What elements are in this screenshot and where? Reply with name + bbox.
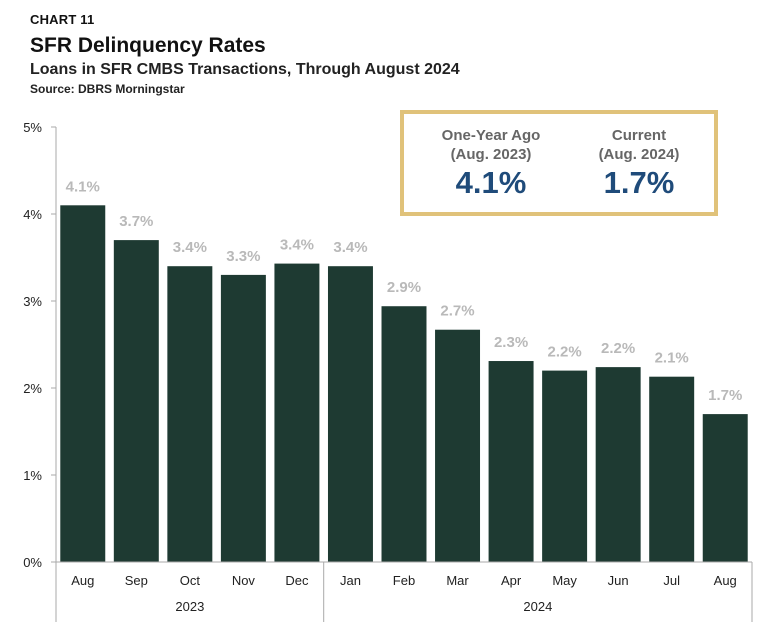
x-tick-label: Oct xyxy=(180,573,201,588)
y-tick-label: 1% xyxy=(23,468,42,483)
chart-source: Source: DBRS Morningstar xyxy=(30,82,185,96)
data-label: 2.1% xyxy=(655,350,689,367)
data-label: 3.7% xyxy=(119,213,153,230)
y-tick-label: 3% xyxy=(23,294,42,309)
year-label: 2023 xyxy=(175,599,204,614)
data-label: 4.1% xyxy=(66,178,100,195)
callout-sublabel: (Aug. 2024) xyxy=(598,146,680,163)
bar xyxy=(702,414,748,562)
bar xyxy=(60,205,106,563)
data-label: 2.2% xyxy=(601,340,635,357)
callout-label: Current xyxy=(611,127,667,144)
data-label: 2.2% xyxy=(548,344,582,361)
x-tick-label: Dec xyxy=(285,573,309,588)
bar xyxy=(167,266,213,562)
data-label: 2.7% xyxy=(440,303,474,320)
callout-box: One-Year Ago (Aug. 2023) 4.1% Current (A… xyxy=(400,110,718,216)
callout-one-year-ago: One-Year Ago (Aug. 2023) 4.1% xyxy=(416,126,566,200)
x-tick-label: Mar xyxy=(446,573,469,588)
x-tick-label: Jul xyxy=(663,573,680,588)
bar xyxy=(435,329,481,562)
data-label: 1.7% xyxy=(708,387,742,404)
year-label: 2024 xyxy=(523,599,552,614)
bar xyxy=(274,263,320,562)
bar xyxy=(542,370,588,562)
chart-subtitle: Loans in SFR CMBS Transactions, Through … xyxy=(30,61,460,78)
x-tick-label: Feb xyxy=(393,573,415,588)
chart-title: SFR Delinquency Rates xyxy=(30,34,266,57)
bar xyxy=(595,367,641,562)
y-tick-label: 5% xyxy=(23,120,42,135)
data-label: 3.4% xyxy=(173,239,207,256)
callout-label: One-Year Ago xyxy=(441,127,541,144)
data-label: 2.3% xyxy=(494,334,528,351)
x-tick-label: Jun xyxy=(608,573,629,588)
callout-value: 1.7% xyxy=(603,165,675,200)
callout-sublabel: (Aug. 2023) xyxy=(450,146,532,163)
x-tick-label: Apr xyxy=(501,573,522,588)
bar xyxy=(381,306,427,562)
chart-kicker: CHART 11 xyxy=(30,12,95,27)
data-label: 3.4% xyxy=(333,239,367,256)
y-tick-label: 2% xyxy=(23,381,42,396)
y-tick-label: 0% xyxy=(23,555,42,570)
callout-value: 4.1% xyxy=(455,165,527,200)
x-tick-label: Aug xyxy=(714,573,737,588)
x-tick-label: Nov xyxy=(232,573,256,588)
bar xyxy=(649,376,695,562)
bar xyxy=(113,240,159,562)
x-tick-label: May xyxy=(552,573,577,588)
data-label: 2.9% xyxy=(387,279,421,296)
x-tick-label: Jan xyxy=(340,573,361,588)
y-tick-label: 4% xyxy=(23,207,42,222)
data-label: 3.3% xyxy=(226,248,260,265)
bar xyxy=(220,274,266,562)
callout-current: Current (Aug. 2024) 1.7% xyxy=(564,126,714,200)
data-label: 3.4% xyxy=(280,237,314,254)
bar xyxy=(488,361,534,562)
x-tick-label: Aug xyxy=(71,573,94,588)
x-tick-label: Sep xyxy=(125,573,148,588)
bar xyxy=(327,266,373,562)
